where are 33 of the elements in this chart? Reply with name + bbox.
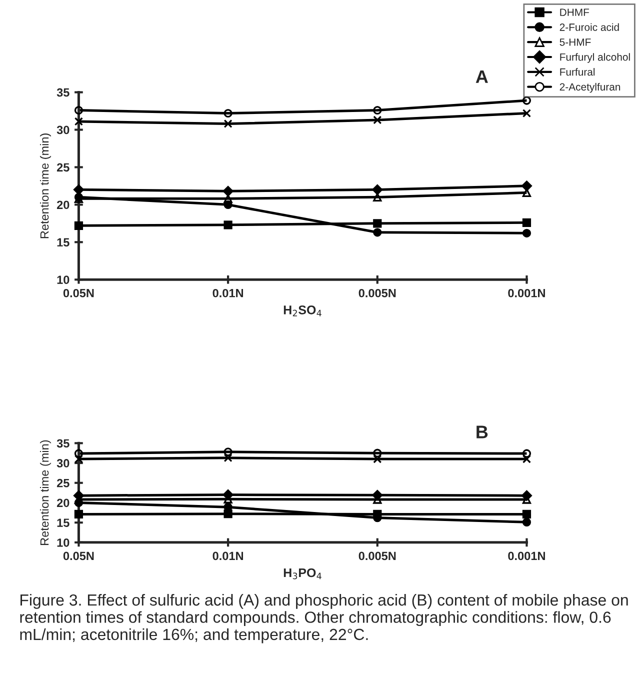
x-tick-label: 0.005N bbox=[358, 288, 396, 298]
y-tick-label: 20 bbox=[56, 498, 70, 508]
y-tick-label: 30 bbox=[56, 459, 70, 468]
x-axis-title: H$_{3}$PO$_{4}$ bbox=[284, 568, 322, 580]
legend-label: DHMF bbox=[560, 8, 590, 16]
legend-label: 5-HMF bbox=[560, 38, 591, 46]
y-tick-label: 20 bbox=[56, 200, 70, 210]
chart-title: B bbox=[476, 426, 488, 438]
y-tick-label: 15 bbox=[57, 518, 70, 527]
y-tick-label: 25 bbox=[56, 478, 70, 488]
x-tick-label: 0.01N bbox=[212, 288, 244, 298]
legend-label: Furfural bbox=[560, 68, 595, 76]
y-tick-label: 25 bbox=[56, 163, 70, 172]
x-axis-title: H$_{2}$SO$_{4}$ bbox=[284, 305, 322, 316]
y-axis-title: Retention time (min) bbox=[40, 134, 51, 238]
x-tick-label: 0.001N bbox=[508, 552, 545, 560]
legend-label: Furfuryl alcohol bbox=[560, 53, 630, 63]
y-tick-label: 15 bbox=[57, 238, 70, 247]
x-tick-label: 0.005N bbox=[358, 552, 396, 560]
y-tick-label: 35 bbox=[56, 439, 70, 448]
y-axis-title: Retention time (min) bbox=[40, 440, 51, 545]
y-tick-label: 10 bbox=[57, 276, 70, 284]
x-tick-label: 0.01N bbox=[212, 552, 244, 560]
y-tick-label: 30 bbox=[56, 126, 70, 134]
legend-label: 2-Acetylfuran bbox=[560, 82, 620, 93]
x-tick-label: 0.001N bbox=[508, 288, 545, 298]
x-tick-label: 0.05N bbox=[63, 288, 94, 298]
caption: Figure 3. Effect of sulfuric acid (A) and phosphoric acid (B) content of mobile phase on retention times of standard compounds. Other chromatographic conditions: flow, 0.6 mL/min; acetonitrile 16%; and temperature, 22°C. bbox=[20, 594, 628, 644]
y-tick-label: 10 bbox=[57, 538, 70, 547]
legend-label: 2-Furoic acid bbox=[560, 23, 619, 31]
chart-title: A bbox=[476, 70, 488, 83]
y-tick-label: 35 bbox=[56, 88, 70, 97]
x-tick-label: 0.05N bbox=[63, 552, 94, 560]
